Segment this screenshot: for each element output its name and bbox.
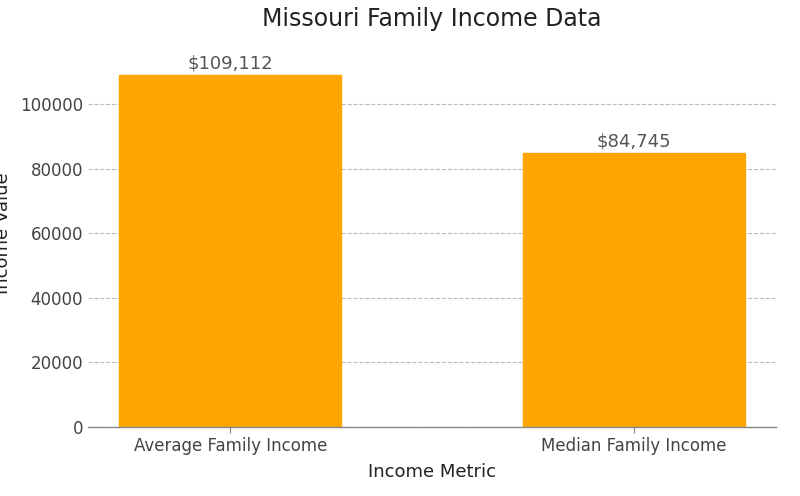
Text: $109,112: $109,112: [187, 54, 273, 72]
X-axis label: Income Metric: Income Metric: [368, 463, 496, 481]
Title: Missouri Family Income Data: Missouri Family Income Data: [262, 7, 602, 31]
Text: $84,745: $84,745: [597, 133, 671, 151]
Y-axis label: Income Value: Income Value: [0, 172, 12, 294]
Bar: [119, 75, 342, 427]
Bar: [522, 153, 745, 427]
